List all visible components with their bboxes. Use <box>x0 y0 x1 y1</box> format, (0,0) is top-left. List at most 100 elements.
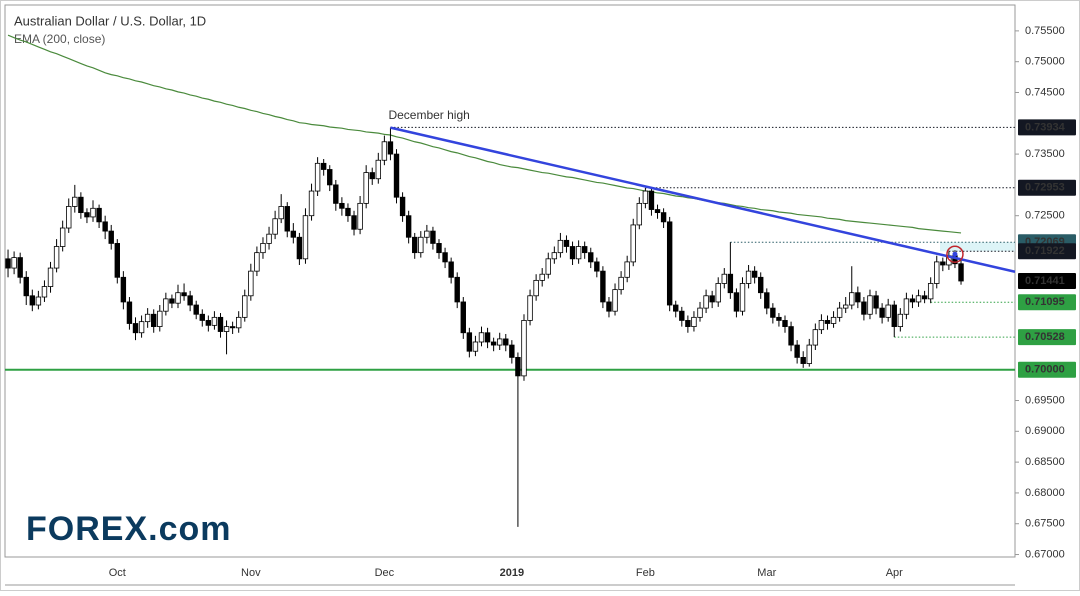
candle-body <box>515 356 521 377</box>
candle-body <box>151 313 157 327</box>
candle-body <box>794 344 800 358</box>
candle-body <box>412 236 418 254</box>
candle-body <box>320 162 327 170</box>
candle-body <box>806 344 812 364</box>
candle-body <box>393 153 400 198</box>
candle-body <box>102 221 108 232</box>
candle-body <box>29 295 36 306</box>
candle-body <box>424 230 430 238</box>
candle-body <box>940 261 946 266</box>
level-label-box <box>1018 272 1076 289</box>
candle-body <box>915 295 922 303</box>
candle-body <box>272 218 278 235</box>
candle-body <box>314 162 321 192</box>
candle-body <box>666 221 673 306</box>
candle-body <box>624 261 630 278</box>
candle-body <box>745 270 752 284</box>
candle-body <box>800 356 806 364</box>
candle-body <box>642 190 649 204</box>
candle-body <box>509 344 515 358</box>
x-tick-label: 2019 <box>500 567 524 579</box>
candle-body <box>697 307 703 318</box>
candle-body <box>921 295 928 300</box>
candle-body <box>193 304 199 315</box>
candle-body <box>47 267 54 287</box>
candle-body <box>557 239 564 254</box>
x-tick-label: Dec <box>375 567 395 579</box>
candle-body <box>126 301 133 324</box>
candle-body <box>612 289 618 312</box>
highlight-dot <box>952 251 958 257</box>
candle-body <box>733 292 740 312</box>
candle-body <box>266 233 272 244</box>
candle-body <box>181 292 187 297</box>
candle-body <box>569 246 576 260</box>
ema-line <box>7 34 962 234</box>
candle-body <box>381 141 388 161</box>
candle-body <box>673 304 679 312</box>
candle-body <box>248 270 254 297</box>
candle-body <box>387 141 394 155</box>
candle-body <box>351 215 357 230</box>
y-tick-label: 0.74500 <box>1025 86 1065 98</box>
candle-body <box>72 196 78 207</box>
candle-body <box>751 270 758 278</box>
y-tick-label: 0.69000 <box>1025 425 1065 437</box>
trendline <box>390 126 1016 273</box>
candle-body <box>527 295 533 321</box>
candle-body <box>484 332 491 343</box>
candle-body <box>90 207 96 218</box>
y-tick-label: 0.69500 <box>1025 394 1065 406</box>
candle-body <box>254 252 260 272</box>
candle-body <box>211 316 218 326</box>
candle-body <box>163 298 169 312</box>
candle-body <box>17 257 23 278</box>
candle-body <box>308 190 315 217</box>
candle-body <box>539 273 545 281</box>
candle-body <box>302 215 309 260</box>
candle-body <box>357 202 363 230</box>
candle-body <box>685 320 691 327</box>
level-label: 0.71922 <box>1025 245 1065 257</box>
candle-body <box>958 263 964 282</box>
candle-body <box>466 332 473 352</box>
candle-body <box>709 295 715 303</box>
candle-body <box>157 310 163 327</box>
candle-body <box>648 190 655 210</box>
candle-body <box>229 326 236 329</box>
level-label-box <box>1018 243 1076 260</box>
candle-body <box>169 298 175 304</box>
candle-body <box>630 224 636 263</box>
candle-body <box>138 321 145 334</box>
candle-body <box>11 257 17 269</box>
x-tick-label: Apr <box>886 567 903 579</box>
candle-body <box>897 313 904 327</box>
candle-body <box>776 316 782 321</box>
candle-body <box>108 230 114 244</box>
candle-body <box>618 276 624 291</box>
chart-subtitle: EMA (200, close) <box>14 32 105 46</box>
candle-body <box>503 338 509 346</box>
level-label: 0.70528 <box>1025 331 1065 343</box>
candle-body <box>788 326 794 346</box>
candle-body <box>575 246 582 260</box>
y-tick-label: 0.67500 <box>1025 518 1065 530</box>
candle-body <box>418 236 424 254</box>
candle-body <box>660 212 667 223</box>
candle-body <box>861 301 867 315</box>
y-tick-label: 0.75500 <box>1025 25 1065 37</box>
candle-body <box>436 243 442 254</box>
candle-body <box>53 246 60 269</box>
level-label-box <box>1018 294 1076 311</box>
candle-body <box>818 320 825 331</box>
candle-body <box>242 295 248 318</box>
candle-body <box>739 283 746 312</box>
level-label: 0.73934 <box>1025 121 1066 133</box>
candle-body <box>59 227 66 247</box>
y-tick-label: 0.68000 <box>1025 487 1065 499</box>
candle-body <box>223 326 230 332</box>
candle-body <box>824 320 831 324</box>
candle-body <box>339 202 345 209</box>
candle-body <box>260 243 266 254</box>
candle-body <box>175 292 181 304</box>
